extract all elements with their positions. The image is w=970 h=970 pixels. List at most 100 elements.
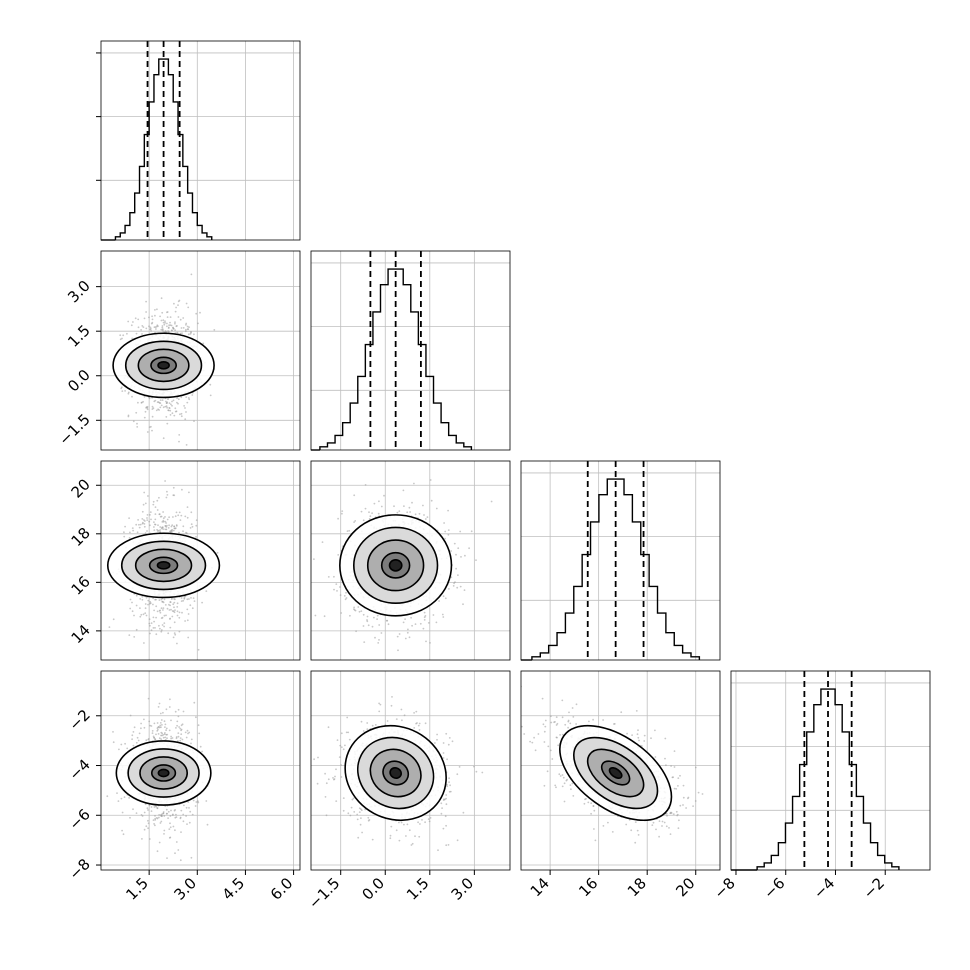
sample-point: [209, 394, 212, 397]
sample-point: [155, 328, 157, 330]
sample-point: [152, 627, 155, 629]
sample-point: [177, 708, 180, 711]
sample-point: [141, 325, 144, 327]
sample-point: [124, 390, 126, 392]
sample-point: [462, 603, 464, 606]
sample-point: [172, 529, 175, 532]
sample-point: [637, 729, 639, 732]
sample-point: [413, 482, 415, 485]
sample-point: [353, 609, 356, 611]
sample-point: [128, 517, 131, 519]
sample-point: [435, 507, 438, 510]
sample-point: [340, 776, 343, 778]
sample-point: [546, 770, 549, 773]
sample-point: [404, 637, 407, 640]
sample-point: [475, 770, 478, 773]
sample-point: [160, 814, 163, 817]
sample-point: [351, 798, 354, 801]
sample-point: [159, 515, 162, 518]
sample-point: [185, 531, 187, 534]
sample-point: [174, 852, 176, 855]
sample-point: [187, 613, 190, 615]
sample-point: [440, 812, 443, 815]
sample-point: [155, 598, 157, 601]
sample-point: [137, 318, 140, 321]
sample-point: [167, 810, 170, 813]
sample-point: [127, 320, 130, 323]
sample-point: [353, 494, 356, 497]
sample-point: [383, 494, 385, 497]
sample-point: [148, 325, 150, 328]
sample-point: [421, 819, 423, 821]
sample-point: [169, 316, 172, 318]
sample-point: [180, 724, 183, 727]
sample-point: [132, 420, 135, 423]
sample-point: [559, 734, 561, 736]
sample-point: [149, 632, 151, 635]
sample-point: [159, 526, 162, 528]
sample-point: [156, 308, 158, 311]
contour-peak: [156, 561, 171, 570]
sample-point: [145, 300, 148, 303]
sample-point: [448, 777, 450, 780]
sample-point: [145, 327, 148, 330]
sample-point: [357, 606, 360, 608]
sample-point: [173, 632, 176, 634]
sample-point: [187, 333, 190, 336]
sample-point: [190, 523, 193, 526]
sample-point: [161, 724, 163, 726]
sample-point: [550, 721, 553, 724]
sample-point: [180, 396, 183, 399]
sample-point: [449, 790, 452, 793]
sample-point: [444, 597, 447, 600]
sample-point: [121, 829, 123, 832]
sample-point: [156, 722, 159, 724]
sample-point: [154, 817, 157, 820]
sample-point: [162, 511, 165, 513]
sample-point: [158, 599, 161, 601]
sample-point: [188, 491, 190, 494]
sample-point: [682, 804, 684, 806]
sample-point: [171, 524, 174, 527]
sample-point: [413, 727, 416, 729]
sample-point: [391, 696, 393, 698]
sample-point: [153, 722, 156, 725]
sample-point: [335, 768, 337, 771]
sample-point: [180, 327, 183, 329]
sample-point: [146, 408, 149, 411]
sample-point: [160, 738, 163, 740]
sample-point: [147, 738, 150, 741]
sample-point: [143, 523, 146, 525]
sample-point: [188, 598, 190, 600]
sample-point: [150, 806, 153, 808]
sample-point: [148, 426, 151, 428]
sample-point: [397, 649, 399, 652]
panel-frame: [310, 460, 511, 661]
scatter-panel-2-1: [310, 460, 511, 661]
sample-point: [181, 738, 184, 741]
sample-point: [417, 821, 419, 824]
sample-point: [346, 716, 349, 719]
sample-point: [197, 724, 200, 727]
sample-point: [444, 798, 446, 801]
sample-point: [162, 319, 165, 322]
sample-point: [158, 816, 160, 819]
sample-point: [141, 333, 143, 335]
sample-point: [153, 609, 156, 612]
sample-point: [188, 731, 191, 734]
sample-point: [156, 509, 159, 511]
sample-point: [386, 720, 389, 722]
sample-point: [321, 541, 324, 543]
sample-point: [426, 516, 429, 518]
sample-point: [172, 636, 175, 639]
sample-point: [127, 392, 130, 395]
sample-point: [169, 826, 172, 829]
sample-point: [171, 615, 174, 618]
sample-point: [173, 494, 176, 497]
sample-point: [403, 823, 405, 826]
sample-point: [327, 778, 330, 781]
sample-point: [126, 332, 128, 335]
sample-point: [181, 488, 183, 491]
sample-point: [583, 802, 586, 805]
histogram-step-line: [756, 688, 900, 870]
